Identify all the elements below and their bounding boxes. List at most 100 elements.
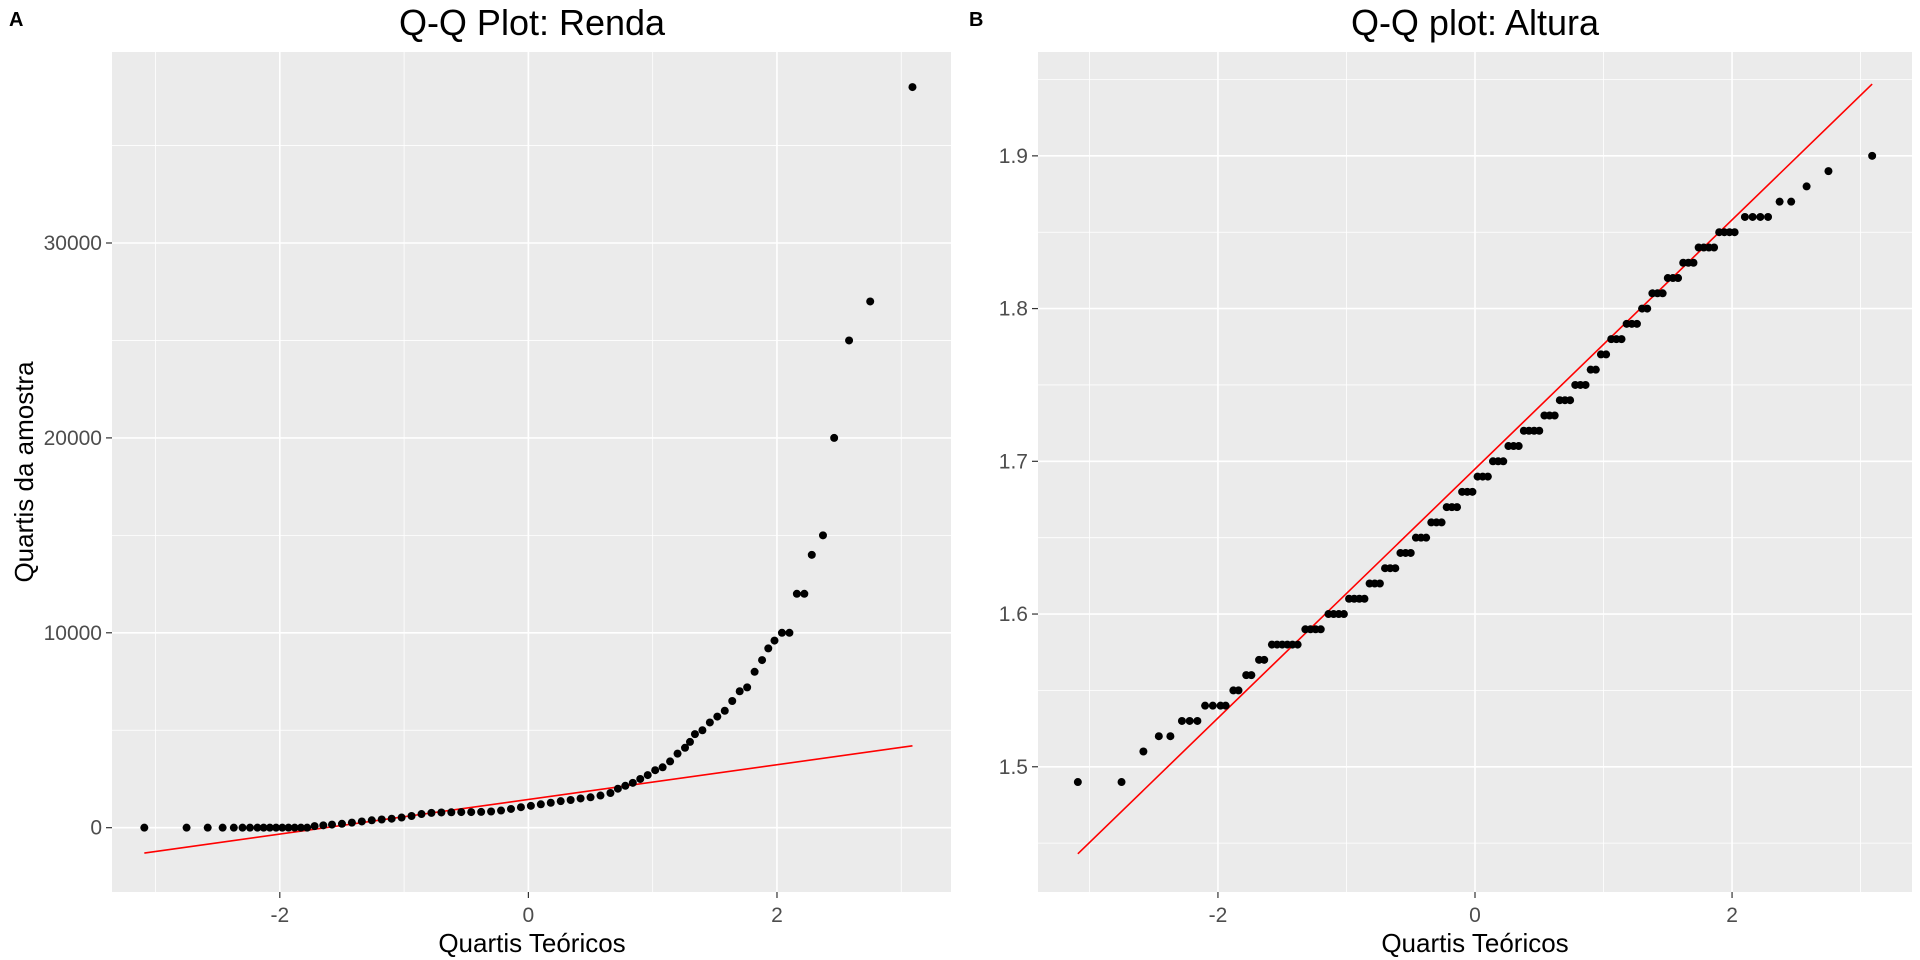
- panel-a-plot-area: [112, 52, 951, 892]
- panel-a-point: [203, 823, 212, 832]
- panel-a-point: [437, 808, 446, 817]
- panel-a-point: [526, 801, 535, 810]
- panel-a-point: [296, 823, 305, 832]
- panel-b-point: [1260, 655, 1269, 664]
- panel-b-point: [1824, 167, 1833, 176]
- panel-b-point: [1247, 671, 1256, 680]
- panel-a-point: [387, 814, 396, 823]
- panel-b-point: [1499, 457, 1508, 466]
- panel-a-point: [259, 823, 268, 832]
- panel-a-point: [658, 763, 667, 772]
- panel-a-point: [743, 683, 752, 692]
- panel-a-point: [596, 791, 605, 800]
- panel-b-title: Q-Q plot: Altura: [1351, 2, 1600, 43]
- panel-b-point: [1437, 518, 1446, 527]
- panel-a-point: [278, 823, 287, 832]
- panel-a-point: [681, 743, 690, 752]
- panel-a-point: [770, 636, 779, 645]
- panel-a-point: [397, 813, 406, 822]
- panel-a-point: [417, 810, 426, 819]
- panel-b-point: [1710, 243, 1719, 252]
- panel-a-point: [290, 823, 299, 832]
- panel-b-point: [1756, 212, 1765, 221]
- panel-b-y-tick-label: 1.7: [999, 450, 1028, 473]
- panel-a-point: [427, 808, 436, 817]
- panel-b-point: [1689, 258, 1698, 267]
- panel-a-points: [140, 83, 917, 832]
- panel-b-point: [1602, 350, 1611, 359]
- panel-a-point: [758, 656, 767, 665]
- panel-a-point: [284, 823, 293, 832]
- panel-a-x-axis: -2 0 2: [270, 892, 783, 927]
- panel-a-point: [908, 83, 917, 92]
- panel-b-point: [1177, 716, 1186, 725]
- panel-b-point: [1775, 197, 1784, 206]
- panel-b-point: [1674, 274, 1683, 283]
- panel-b-point: [1748, 212, 1757, 221]
- panel-b-point: [1422, 533, 1431, 542]
- panel-a-point: [666, 757, 675, 766]
- panel-b-point: [1632, 319, 1641, 328]
- panel-b-point: [1483, 472, 1492, 481]
- panel-a-point: [337, 819, 346, 828]
- panel-a-point: [777, 628, 786, 637]
- panel-a-point: [182, 823, 191, 832]
- panel-a-point: [265, 823, 274, 832]
- panel-a-point: [735, 687, 744, 696]
- panel-a-point: [253, 823, 262, 832]
- panel-a-point: [830, 433, 839, 442]
- panel-a: A Q-Q Plot: Renda -2 0 2 0100002000030000 …: [9, 2, 951, 958]
- panel-a-point: [685, 737, 694, 746]
- panel-b-point: [1787, 197, 1796, 206]
- panel-b-gridlines: [1038, 52, 1912, 892]
- panel-a-point: [643, 771, 652, 780]
- panel-a-point: [586, 793, 595, 802]
- panel-b-point: [1617, 335, 1626, 344]
- panel-a-point: [866, 297, 875, 306]
- panel-a-point: [807, 550, 816, 559]
- panel-a-point: [487, 807, 496, 816]
- panel-b-point: [1591, 365, 1600, 374]
- panel-b-point: [1658, 289, 1667, 298]
- panel-b-point: [1550, 411, 1559, 420]
- panel-b-point: [1234, 686, 1243, 695]
- panel-b-y-tick-label: 1.8: [999, 298, 1028, 321]
- panel-b-point: [1406, 548, 1415, 557]
- panel-a-y-axis: 0 10000 20000 30000: [44, 232, 112, 840]
- panel-a-point: [467, 808, 476, 817]
- panel-a-point: [447, 808, 456, 817]
- panel-a-point: [728, 697, 737, 706]
- panel-b-point: [1293, 640, 1302, 649]
- panel-a-point: [546, 798, 555, 807]
- panel-a-point: [347, 818, 356, 827]
- panel-a-point: [556, 797, 565, 806]
- panel-b-point: [1581, 380, 1590, 389]
- panel-a-point: [536, 800, 545, 809]
- panel-a-point: [606, 788, 615, 797]
- panel-a-point: [651, 766, 660, 775]
- panel-b-point: [1360, 594, 1369, 603]
- panel-b-point: [1391, 564, 1400, 573]
- panel-a-point: [506, 804, 515, 813]
- panel-a-title: Q-Q Plot: Renda: [399, 2, 666, 43]
- panel-b-x-tick-label: 2: [1726, 904, 1738, 927]
- panel-a-point: [636, 774, 645, 783]
- panel-b-point: [1201, 701, 1210, 710]
- panel-a-point: [613, 784, 622, 793]
- panel-b-point: [1468, 487, 1477, 496]
- panel-a-y-tick-label: 0: [90, 817, 102, 840]
- panel-a-point: [720, 706, 729, 715]
- panel-b-point: [1208, 701, 1217, 710]
- panel-a-point: [245, 823, 254, 832]
- panel-b-point: [1802, 182, 1811, 191]
- panel-b-point: [1764, 212, 1773, 221]
- panel-a-point: [705, 718, 714, 727]
- panel-a-point: [628, 778, 637, 787]
- panel-b-point: [1514, 442, 1523, 451]
- panel-a-point: [367, 816, 376, 825]
- panel-a-point: [303, 823, 312, 832]
- panel-b-y-tick-label: 1.5: [999, 756, 1028, 779]
- panel-a-point: [800, 589, 809, 598]
- panel-a-point: [477, 807, 486, 816]
